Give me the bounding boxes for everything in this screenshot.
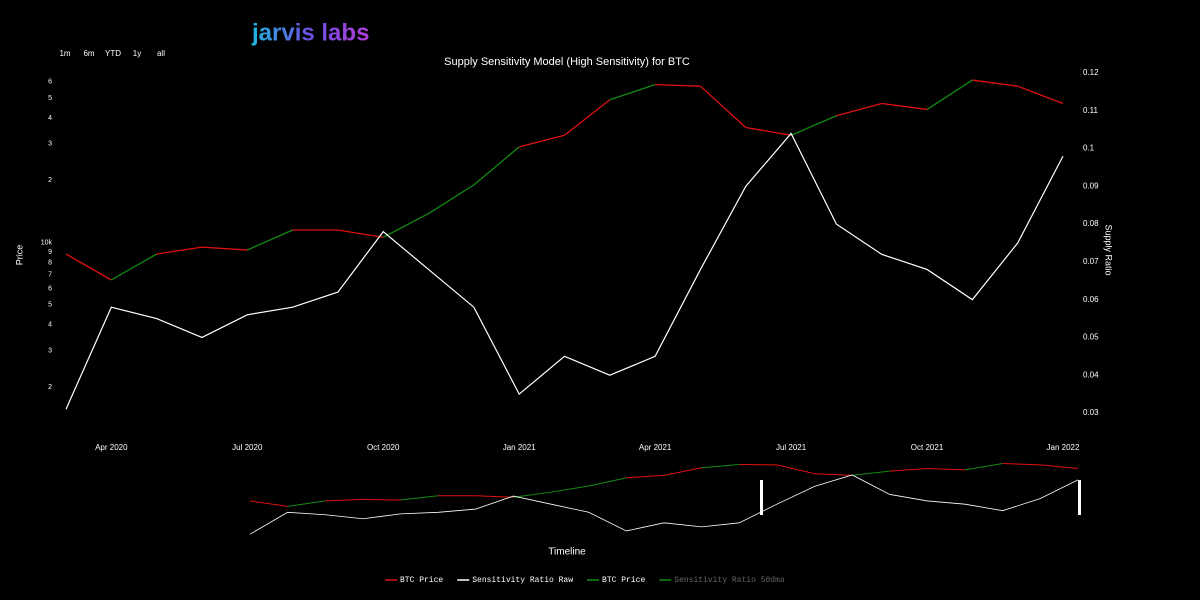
price-segment (564, 99, 611, 136)
price-segment (428, 184, 475, 215)
navigator-price-segment (362, 498, 401, 501)
price-segment (382, 213, 429, 238)
navigator-price-segment (287, 500, 326, 507)
price-segment (655, 83, 701, 87)
y-tick-label: 2 (48, 177, 52, 184)
y-tick-label: 6 (48, 285, 52, 292)
x-tick-label: Jul 2020 (232, 443, 263, 452)
navigator-handle[interactable] (760, 480, 763, 515)
y-tick-label: 6 (48, 78, 52, 85)
navigator-price-segment (1040, 464, 1079, 470)
y-tick-label: 3 (48, 141, 52, 148)
y-tick-label: 2 (48, 384, 52, 391)
range-button[interactable]: all (157, 49, 165, 58)
x-tick-label: Apr 2020 (95, 443, 128, 452)
price-segment (156, 246, 203, 255)
navigator-price-segment (551, 485, 589, 493)
price-segment (110, 253, 157, 281)
range-button[interactable]: YTD (105, 49, 121, 58)
legend-label: BTC Price (400, 576, 443, 585)
legend-label: BTC Price (602, 576, 645, 585)
price-segment (247, 229, 293, 251)
price-segment (337, 229, 384, 238)
range-button[interactable]: 1m (59, 49, 70, 58)
x-tick-label: Jul 2021 (776, 443, 807, 452)
y-tick-label: 3 (48, 348, 52, 355)
y-tick-label: 7 (48, 271, 52, 278)
price-segment (700, 85, 747, 128)
price-segment (609, 83, 656, 101)
logo: jarvis labs (251, 19, 369, 46)
y-tick-label: 4 (48, 322, 52, 329)
x-tick-label: Oct 2020 (367, 443, 400, 452)
y2-tick-label: 0.07 (1083, 257, 1099, 266)
x-tick-label: Oct 2021 (911, 443, 944, 452)
y2-tick-label: 0.08 (1083, 219, 1099, 228)
navigator-price-segment (588, 477, 627, 487)
navigator-price-segment (814, 473, 853, 476)
x-tick-label: Jan 2022 (1047, 443, 1080, 452)
ratio-line (65, 132, 1064, 410)
y-tick-label: 4 (48, 115, 52, 122)
navigator-price-segment (475, 495, 514, 498)
y2-tick-label: 0.06 (1083, 295, 1099, 304)
navigator-price-segment (776, 464, 815, 475)
chart-title: Supply Sensitivity Model (High Sensitivi… (444, 56, 690, 68)
navigator-price-segment (325, 498, 363, 502)
price-segment (519, 134, 565, 148)
range-button[interactable]: 6m (83, 49, 94, 58)
legend-label: Sensitivity Ratio Raw (472, 576, 573, 585)
y-tick-label: 5 (48, 302, 52, 309)
price-segment (972, 79, 1018, 87)
x-tick-label: Jan 2021 (503, 443, 536, 452)
x-tick-label: Apr 2021 (639, 443, 672, 452)
y2-tick-label: 0.03 (1083, 408, 1099, 417)
y2-axis-title: Supply Ratio (1104, 224, 1114, 275)
legend-label: Sensitivity Ratio 50dma (674, 576, 785, 585)
price-segment (790, 115, 837, 136)
navigator-price-segment (701, 463, 740, 469)
navigator-ratio-line (249, 474, 1079, 535)
y-tick-label: 8 (48, 259, 52, 266)
y-axis-title: Price (14, 245, 24, 266)
y-tick-label: 10k (41, 239, 53, 246)
y2-tick-label: 0.09 (1083, 181, 1099, 190)
y2-tick-label: 0.11 (1083, 106, 1099, 115)
navigator-price-segment (927, 468, 966, 471)
price-segment (881, 102, 928, 111)
y2-tick-label: 0.12 (1083, 68, 1099, 77)
price-segment (473, 146, 520, 186)
y-tick-label: 9 (48, 249, 52, 256)
price-segment (65, 253, 112, 281)
range-button[interactable]: 1y (133, 49, 141, 58)
navigator-price-segment (663, 467, 702, 476)
x-axis-title: Timeline (548, 547, 586, 558)
price-segment (745, 126, 792, 136)
y2-tick-label: 0.05 (1083, 333, 1099, 342)
navigator-price-segment (965, 463, 1003, 471)
navigator-handle[interactable] (1078, 480, 1081, 515)
navigator-price-segment (249, 500, 288, 507)
navigator-price-segment (889, 468, 928, 472)
price-segment (1017, 85, 1064, 105)
y2-tick-label: 0.04 (1083, 370, 1099, 379)
navigator-price-segment (1002, 463, 1041, 466)
y-tick-label: 5 (48, 95, 52, 102)
navigator-price-segment (400, 495, 439, 501)
navigator-price-segment (626, 474, 665, 479)
y2-tick-label: 0.1 (1083, 144, 1095, 153)
price-segment (926, 79, 973, 110)
price-segment (836, 102, 882, 117)
price-segment (201, 246, 248, 251)
navigator-price-segment (852, 470, 890, 476)
navigator-price-segment (513, 491, 552, 498)
